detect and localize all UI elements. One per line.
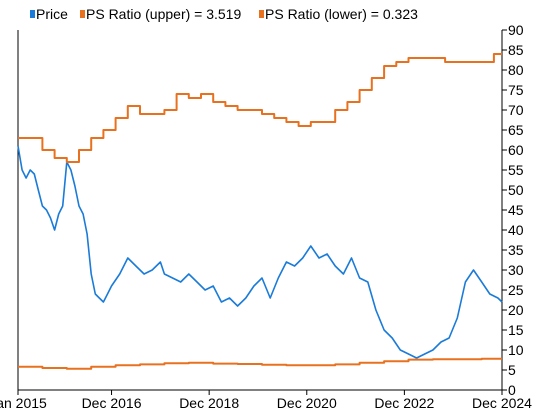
y-tick-label: 35 bbox=[508, 242, 524, 258]
y-tick-label: 5 bbox=[508, 362, 516, 378]
x-tick-label: Dec 2024 bbox=[472, 395, 532, 411]
y-tick-label: 40 bbox=[508, 222, 524, 238]
x-tick-label: Dec 2022 bbox=[374, 395, 434, 411]
y-tick-label: 30 bbox=[508, 262, 524, 278]
legend-label: PS Ratio (lower) = 0.323 bbox=[265, 6, 418, 22]
legend-swatch bbox=[30, 10, 35, 18]
y-tick-label: 10 bbox=[508, 342, 524, 358]
legend-swatch bbox=[259, 10, 264, 18]
y-tick-label: 20 bbox=[508, 302, 524, 318]
legend: Price PS Ratio (upper) = 3.519 PS Ratio (l… bbox=[30, 6, 418, 22]
legend-label: PS Ratio (upper) = 3.519 bbox=[86, 6, 241, 22]
y-tick-label: 90 bbox=[508, 22, 524, 38]
series-line-2 bbox=[18, 357, 502, 370]
y-tick-label: 0 bbox=[508, 382, 516, 398]
y-tick-label: 50 bbox=[508, 182, 524, 198]
y-tick-label: 25 bbox=[508, 282, 524, 298]
y-tick-label: 80 bbox=[508, 62, 524, 78]
y-tick-label: 70 bbox=[508, 102, 524, 118]
y-tick-label: 55 bbox=[508, 162, 524, 178]
x-tick-label: Dec 2016 bbox=[82, 395, 142, 411]
x-tick-label: Dec 2018 bbox=[179, 395, 239, 411]
legend-label: Price bbox=[36, 6, 68, 22]
y-tick-label: 85 bbox=[508, 42, 524, 58]
y-tick-label: 15 bbox=[508, 322, 524, 338]
x-axis: Jan 2015 Dec 2016 Dec 2018 Dec 2020 Dec 2022… bbox=[0, 390, 532, 411]
y-tick-label: 45 bbox=[508, 202, 524, 218]
y-tick-label: 60 bbox=[508, 142, 524, 158]
x-tick-label: Dec 2020 bbox=[277, 395, 337, 411]
x-tick-label: Jan 2015 bbox=[0, 395, 47, 411]
y-tick-label: 65 bbox=[508, 122, 524, 138]
series-line-1 bbox=[18, 53, 502, 163]
series-line-0 bbox=[17, 145, 503, 359]
y-tick-label: 75 bbox=[508, 82, 524, 98]
plot-area bbox=[17, 30, 503, 391]
legend-swatch bbox=[80, 10, 85, 18]
y-axis: 0 5 10 15 20 25 30 35 40 45 50 55 60 65 70 75 80 85 90 bbox=[502, 22, 524, 398]
